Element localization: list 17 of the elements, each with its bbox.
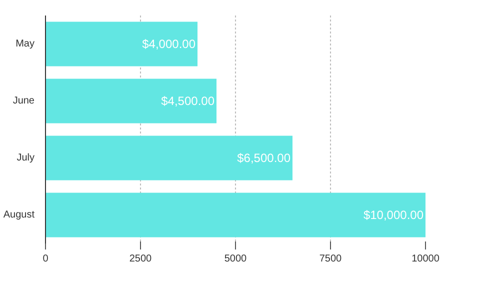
x-tick-label: 7500 [319,254,342,264]
y-tick-label: May [16,38,35,50]
bar [46,78,216,124]
y-tick-label: June [12,96,35,106]
data-label: $4,500.00 [161,94,215,108]
x-tick-label: 0 [42,254,49,264]
x-tick-label: 2500 [129,254,152,264]
data-label: $10,000.00 [363,208,424,222]
y-tick-label: August [3,210,35,220]
bar [46,22,198,66]
x-tick-label: 10000 [412,254,440,264]
x-tick-label: 5000 [224,254,248,264]
data-label: $4,000.00 [142,37,196,51]
y-tick-label: July [16,152,35,164]
data-label: $6,500.00 [237,151,291,165]
bar [46,192,426,238]
bar [46,136,292,180]
